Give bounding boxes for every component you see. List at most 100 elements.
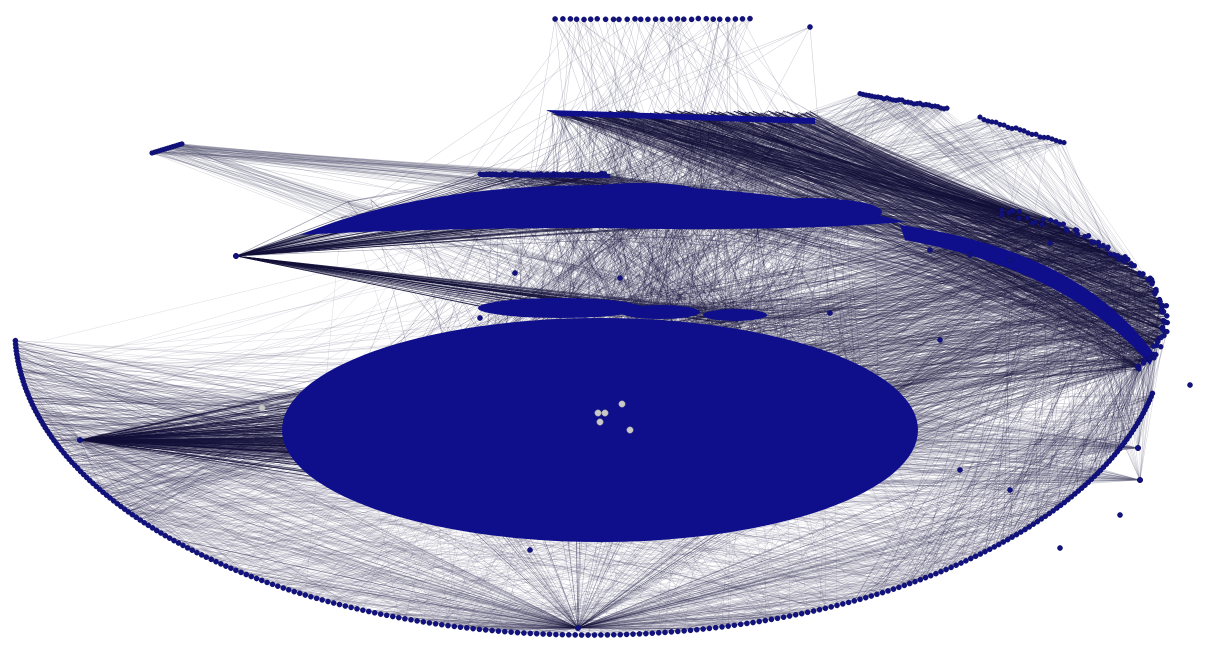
edge <box>707 112 1149 281</box>
edge <box>42 391 315 425</box>
edge <box>895 100 1164 321</box>
edge <box>1050 219 1141 481</box>
edge <box>167 147 581 189</box>
edge <box>35 411 310 450</box>
edge <box>177 145 516 174</box>
edge <box>577 567 952 629</box>
edge <box>570 18 636 114</box>
edge <box>416 619 772 622</box>
edge <box>15 343 81 441</box>
edge <box>370 18 636 200</box>
edge <box>18 364 320 458</box>
edge <box>707 112 1153 283</box>
edge <box>600 113 1140 370</box>
edge <box>722 113 1164 307</box>
edge <box>151 152 722 310</box>
edge <box>657 18 714 114</box>
edge <box>99 489 772 620</box>
edge <box>143 522 621 635</box>
edge <box>925 104 1133 266</box>
edge <box>15 347 579 629</box>
edge <box>577 622 754 629</box>
edge <box>1019 211 1141 481</box>
edge <box>517 627 579 633</box>
edge <box>86 403 309 478</box>
edge <box>534 19 585 193</box>
edge <box>577 595 872 629</box>
edge <box>79 439 217 562</box>
edge <box>466 490 1079 629</box>
edge <box>614 106 933 191</box>
edge <box>654 111 1153 285</box>
edge <box>913 103 1002 211</box>
edge <box>1028 413 1144 528</box>
edge <box>784 198 1149 404</box>
edge <box>721 99 894 202</box>
edge <box>709 94 864 207</box>
edge <box>536 523 1034 634</box>
edge <box>806 502 1013 538</box>
edge <box>783 110 1135 266</box>
edge <box>79 439 247 575</box>
edge <box>562 113 1013 212</box>
edge <box>547 110 1122 259</box>
edge <box>79 439 289 591</box>
edge <box>711 110 1160 301</box>
edge <box>61 191 700 451</box>
edge <box>730 112 1060 225</box>
edge <box>56 443 796 616</box>
edge <box>740 521 1038 625</box>
edge <box>15 343 325 393</box>
edge <box>576 18 669 315</box>
edge <box>627 110 1160 301</box>
edge <box>235 255 523 309</box>
edge <box>669 528 849 603</box>
edge <box>627 110 1140 274</box>
edge <box>39 415 313 419</box>
edge <box>669 18 754 112</box>
edge <box>733 111 1028 219</box>
edge <box>235 217 343 257</box>
edge <box>752 111 1076 231</box>
edge <box>1091 241 1141 481</box>
edge <box>703 113 1044 220</box>
edge <box>37 414 295 592</box>
edge <box>53 415 320 441</box>
edge <box>1023 130 1086 237</box>
edge <box>608 110 1036 223</box>
edge <box>235 255 524 316</box>
edge <box>605 18 678 302</box>
edge <box>77 452 326 469</box>
edge <box>710 121 993 199</box>
edge <box>727 416 1142 627</box>
edge <box>1139 341 1159 481</box>
edge <box>794 113 1119 257</box>
edge <box>604 112 1002 211</box>
edge <box>714 112 1151 279</box>
edge <box>299 593 576 636</box>
edge <box>619 26 811 111</box>
edge <box>770 97 882 218</box>
edge <box>688 112 1133 266</box>
edge <box>877 96 1104 246</box>
edge <box>235 255 723 311</box>
edge <box>665 110 1064 225</box>
edge <box>735 18 741 200</box>
edge <box>174 145 657 317</box>
edge <box>21 203 702 379</box>
edge <box>417 234 1144 414</box>
edge <box>380 613 735 626</box>
edge <box>26 365 370 392</box>
edge <box>577 476 1095 629</box>
edge <box>66 439 81 457</box>
edge <box>752 111 1156 295</box>
edge <box>722 113 1051 221</box>
edge <box>1137 331 1168 449</box>
edge <box>235 255 716 313</box>
edge <box>83 433 309 475</box>
edge <box>158 150 692 315</box>
edge <box>79 439 754 623</box>
edge <box>27 394 352 608</box>
edge <box>167 147 526 175</box>
edge <box>577 534 1017 629</box>
